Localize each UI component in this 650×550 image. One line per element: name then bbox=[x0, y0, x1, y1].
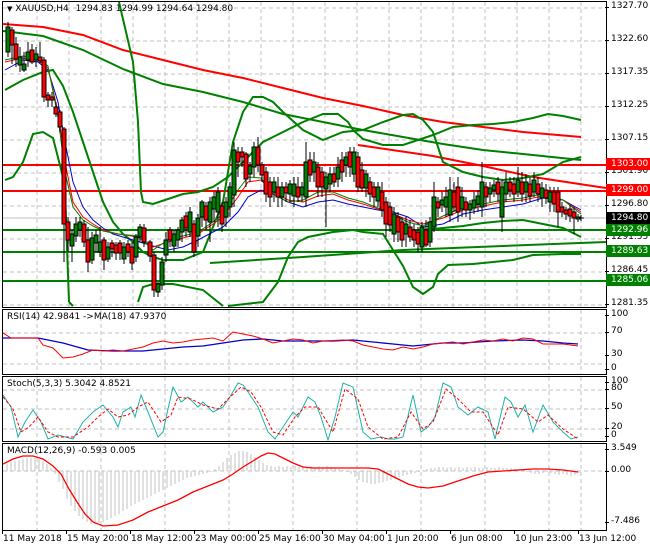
time-label: 18 May 12:00 bbox=[131, 534, 193, 544]
rsi-tick: 0 bbox=[605, 363, 617, 373]
price-tick: 1312.25 bbox=[604, 100, 648, 110]
time-tick bbox=[66, 530, 67, 534]
time-label: 30 May 04:00 bbox=[323, 534, 385, 544]
time-label: 6 Jun 08:00 bbox=[451, 534, 503, 544]
candles bbox=[5, 22, 584, 297]
macd-tick: -7.486 bbox=[604, 516, 640, 526]
open-value: 1294.83 bbox=[75, 4, 113, 14]
stoch-axis[interactable]: 100 80 50 20 0 bbox=[604, 376, 650, 442]
symbol-name: XAUUSD,H4 bbox=[15, 4, 69, 14]
macd-pane[interactable]: MACD(12,26,9) -0.593 0.005 bbox=[2, 443, 607, 531]
price-tick: 1322.60 bbox=[604, 34, 648, 44]
stoch-chart-canvas bbox=[3, 377, 606, 441]
time-label: 23 May 00:00 bbox=[195, 534, 257, 544]
price-tick: 1327.70 bbox=[604, 1, 648, 11]
rsi-axis[interactable]: 100 70 30 0 bbox=[604, 309, 650, 375]
resistance-badge: 1303.00 bbox=[606, 158, 650, 170]
stoch-tick: 80 bbox=[604, 383, 622, 393]
current-price-badge: 1294.80 bbox=[606, 212, 650, 224]
support-badge: 1285.06 bbox=[606, 274, 650, 286]
time-tick bbox=[130, 530, 131, 534]
time-tick bbox=[322, 530, 323, 534]
price-tick: 1301.90 bbox=[604, 166, 648, 176]
time-label: 13 Jun 12:00 bbox=[579, 534, 637, 544]
macd-histogram bbox=[6, 451, 580, 524]
stoch-tick: 100 bbox=[604, 376, 628, 386]
macd-tick: 0.00 bbox=[604, 465, 631, 475]
low-value: 1294.64 bbox=[155, 4, 194, 14]
price-tick: 1296.80 bbox=[604, 199, 648, 209]
symbol-header: ▼ XAUUSD,H4 1294.83 1294.99 1294.64 1294… bbox=[7, 4, 233, 14]
price-tick: 1317.35 bbox=[604, 67, 648, 77]
price-tick: 1291.55 bbox=[604, 232, 648, 242]
time-label: 1 Jun 20:00 bbox=[387, 534, 439, 544]
time-tick bbox=[578, 530, 579, 534]
support-badge: 1292.96 bbox=[606, 224, 650, 236]
rsi-tick: 100 bbox=[604, 309, 628, 319]
time-label: 10 Jun 23:00 bbox=[515, 534, 573, 544]
time-tick bbox=[514, 530, 515, 534]
time-label: 25 May 16:00 bbox=[259, 534, 321, 544]
time-tick bbox=[258, 530, 259, 534]
stoch-tick: 20 bbox=[604, 422, 622, 432]
price-axis[interactable]: 1327.70 1322.60 1317.35 1312.25 1307.15 … bbox=[604, 1, 650, 308]
time-tick bbox=[450, 530, 451, 534]
rsi-chart-canvas bbox=[3, 310, 606, 374]
time-label: 11 May 2018 bbox=[3, 534, 62, 544]
stoch-tick: 50 bbox=[604, 402, 622, 412]
macd-chart-canvas bbox=[3, 444, 606, 530]
macd-label: MACD(12,26,9) -0.593 0.005 bbox=[7, 446, 136, 456]
close-value: 1294.80 bbox=[195, 4, 234, 14]
rsi-label: RSI(14) 42.9841 ->MA(18) 47.9370 bbox=[7, 312, 167, 322]
resistance-badge: 1299.00 bbox=[606, 184, 650, 196]
macd-axis[interactable]: 3.549 0.00 -7.486 bbox=[604, 443, 650, 531]
rsi-tick: 70 bbox=[604, 326, 622, 336]
triangle-down-icon[interactable]: ▼ bbox=[7, 5, 13, 13]
price-pane[interactable]: ▼ XAUUSD,H4 1294.83 1294.99 1294.64 1294… bbox=[2, 1, 607, 308]
stoch-label: Stoch(5,3,3) 5.3042 4.8521 bbox=[7, 379, 132, 389]
time-tick bbox=[194, 530, 195, 534]
stoch-pane[interactable]: Stoch(5,3,3) 5.3042 4.8521 bbox=[2, 376, 607, 442]
rsi-pane[interactable]: RSI(14) 42.9841 ->MA(18) 47.9370 bbox=[2, 309, 607, 375]
price-tick: 1281.35 bbox=[604, 298, 648, 308]
price-chart-canvas bbox=[3, 2, 606, 307]
macd-tick: 3.549 bbox=[605, 443, 637, 453]
high-value: 1294.99 bbox=[115, 4, 153, 14]
support-badge: 1289.63 bbox=[606, 245, 650, 257]
price-tick: 1307.15 bbox=[604, 133, 648, 143]
stoch-tick: 0 bbox=[605, 430, 617, 440]
time-tick bbox=[2, 530, 3, 534]
price-tick: 1286.45 bbox=[604, 265, 648, 275]
time-tick bbox=[386, 530, 387, 534]
time-label: 15 May 20:00 bbox=[67, 534, 129, 544]
rsi-tick: 30 bbox=[604, 349, 622, 359]
time-axis[interactable]: 11 May 2018 15 May 20:00 18 May 12:00 23… bbox=[0, 530, 650, 550]
